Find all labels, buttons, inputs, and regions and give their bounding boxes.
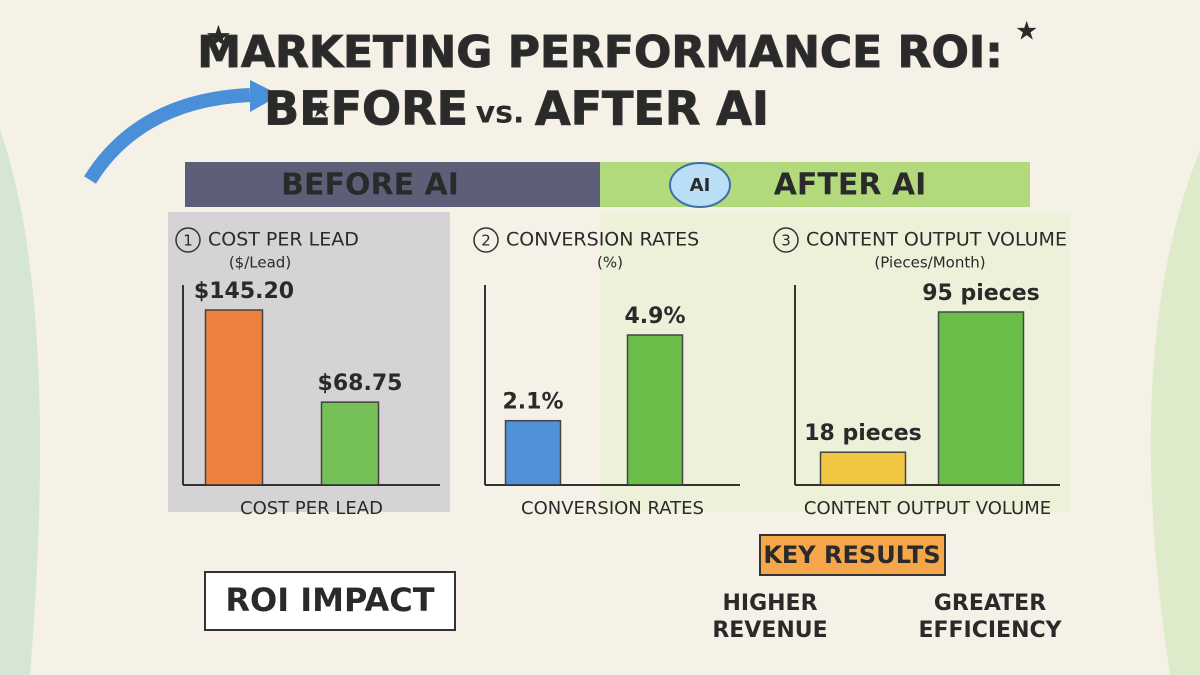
chart-number-circle (473, 227, 499, 253)
chart-number-circle (773, 227, 799, 253)
chart-title: COST PER LEAD (208, 229, 359, 251)
bar (937, 311, 1025, 486)
bar (204, 309, 264, 486)
section-after: AFTER AI (774, 168, 927, 203)
roi-box (204, 571, 456, 631)
charts: 1 COST PER LEAD ($/Lead) COST PER LEAD $145.… (175, 227, 1067, 519)
chart-number: 2 (481, 232, 491, 250)
value-label: 18 pieces (804, 421, 922, 446)
title-line1: MARKETING PERFORMANCE ROI: (197, 27, 1003, 78)
bar (504, 419, 562, 486)
decor-arrow (84, 88, 251, 184)
decor (1150, 150, 1200, 675)
roi-label: ROI IMPACT (225, 581, 434, 619)
value-label: 4.9% (624, 304, 685, 329)
bar (626, 334, 684, 486)
decor-arrow (250, 80, 280, 112)
section-before: BEFORE AI (281, 168, 459, 203)
value-label: $68.75 (318, 371, 403, 396)
bar (320, 401, 380, 486)
star: ★ (310, 95, 332, 123)
chart-number: 1 (183, 232, 193, 250)
chart-title: CONTENT OUTPUT VOLUME (806, 229, 1067, 251)
result-label: HIGHER (722, 591, 817, 616)
title-vs: vs. (476, 96, 525, 131)
chart-number-circle (175, 227, 201, 253)
chart-subtitle: (%) (597, 254, 623, 272)
title-before: BEFORE (264, 82, 468, 136)
result-label: EFFICIENCY (918, 618, 1062, 643)
title-after: AFTER AI (535, 82, 769, 136)
ai-icon-label: AI (690, 175, 711, 196)
value-label: $145.20 (194, 279, 294, 304)
x-axis-label: CONVERSION RATES (521, 498, 704, 519)
decor (0, 130, 40, 675)
result-label: GREATER (934, 591, 1046, 616)
key-results-label: KEY RESULTS (763, 541, 940, 569)
star: ★ (1015, 17, 1038, 47)
x-axis-label: COST PER LEAD (240, 498, 383, 519)
ai-icon (669, 162, 731, 208)
chart-subtitle: ($/Lead) (229, 254, 291, 272)
value-label: 2.1% (502, 390, 563, 415)
chart-subtitle: (Pieces/Month) (874, 254, 985, 272)
value-label: 95 pieces (922, 281, 1040, 306)
chart-number: 3 (781, 232, 791, 250)
bar (819, 451, 907, 486)
result-label: REVENUE (712, 618, 827, 643)
before-band (185, 162, 600, 207)
chart-title: CONVERSION RATES (506, 229, 699, 251)
key-results-banner (759, 534, 946, 576)
x-axis-label: CONTENT OUTPUT VOLUME (804, 498, 1051, 519)
star: ★ (205, 20, 232, 55)
